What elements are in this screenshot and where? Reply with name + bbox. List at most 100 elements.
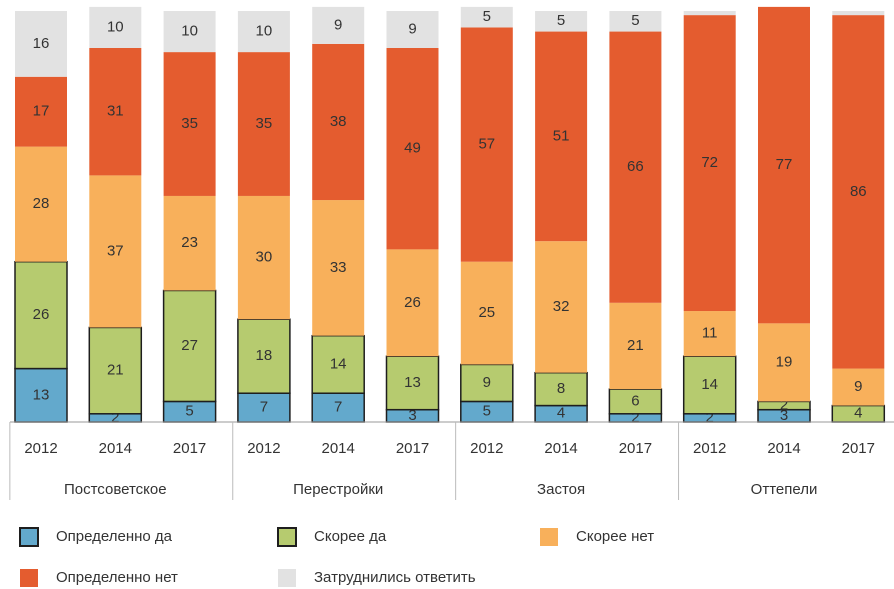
bar-segment [758,323,810,402]
bar-segment [15,146,67,262]
bar-segment [758,6,810,324]
value-label: 10 [107,18,124,35]
legend-label: Определенно да [56,528,173,545]
value-label: 6 [631,392,639,409]
value-label: 9 [334,16,342,33]
legend-swatch [20,569,38,587]
value-label: 2 [706,409,714,426]
bar-segment [89,175,142,328]
group-label: Оттепели [751,481,818,498]
bar-segment [163,11,216,53]
value-label: 51 [553,127,570,144]
bar-segment [832,11,885,16]
value-label: 4 [854,405,862,422]
value-label: 66 [627,158,644,175]
x-tick-label: 2017 [619,440,652,457]
value-label: 32 [553,298,570,315]
x-tick-label: 2014 [544,440,577,457]
legend-label: Скорее да [314,528,387,545]
bar-segment [312,6,365,44]
value-label: 23 [181,234,198,251]
bar-segment [237,52,290,196]
value-label: 10 [256,23,273,40]
bar-segment [460,6,513,28]
bar-segment [683,11,736,16]
bar-segment [237,11,290,53]
value-label: 7 [260,399,268,416]
bar-segment [609,31,662,303]
bar-segment [832,15,885,369]
legend-label: Определенно нет [56,569,178,586]
value-label: 19 [776,353,793,370]
value-label: 26 [404,294,421,311]
bar-segment [89,6,142,48]
bar-segment [386,11,439,48]
bar-segment [460,27,513,262]
value-label: 30 [256,249,273,266]
bar-segment [535,11,588,32]
x-tick-label: 2012 [24,440,57,457]
value-label: 31 [107,103,124,120]
value-label: 8 [557,380,565,397]
value-label: 57 [478,136,495,153]
value-label: 9 [483,374,491,391]
value-label: 33 [330,259,347,276]
bar-segment [237,195,290,320]
bar-segment [386,47,439,250]
bar-segment [163,52,216,196]
x-tick-label: 2012 [470,440,503,457]
value-label: 38 [330,113,347,130]
value-label: 3 [780,407,788,424]
value-label: 5 [557,12,565,29]
x-tick-label: 2014 [99,440,132,457]
value-label: 13 [404,374,421,391]
bar-segment [683,311,736,357]
value-label: 2 [780,397,788,414]
value-label: 9 [854,378,862,395]
value-label: 25 [478,304,495,321]
value-label: 9 [408,20,416,37]
value-label: 5 [185,403,193,420]
value-label: 14 [701,376,718,393]
bar-segment [163,195,216,291]
bar-segment [311,334,365,394]
value-label: 2 [111,409,119,426]
bar-segment [88,326,143,415]
value-label: 14 [330,355,347,372]
x-tick-label: 2014 [322,440,355,457]
bar-segment [14,260,68,370]
value-label: 27 [181,337,198,354]
value-label: 26 [33,306,50,323]
x-tick-label: 2017 [396,440,429,457]
value-label: 5 [631,12,639,29]
bar-segment [386,249,439,357]
bar-segment [15,76,67,147]
bar-segment [312,200,365,336]
bar-segment [89,47,142,176]
value-label: 35 [256,115,273,132]
bar-segment [162,289,217,403]
value-label: 10 [181,23,198,40]
bar-segment [682,355,737,415]
bar-segment [832,368,885,406]
value-label: 11 [702,325,718,342]
bar-segment [535,241,588,373]
bar-segment [460,261,513,365]
bar-segment [15,11,67,77]
value-label: 35 [181,115,198,132]
value-label: 37 [107,242,124,259]
value-label: 5 [483,8,491,25]
bar-segment [312,43,365,201]
value-label: 49 [404,140,421,157]
value-label: 72 [701,154,718,171]
value-label: 28 [33,195,50,212]
x-tick-label: 2017 [173,440,206,457]
group-label: Перестройки [293,481,383,498]
legend-swatch [540,528,558,546]
bar-segment [609,302,662,390]
x-tick-label: 2012 [693,440,726,457]
group-label: Постсоветское [64,481,167,498]
value-label: 7 [334,399,342,416]
value-label: 16 [33,35,50,52]
